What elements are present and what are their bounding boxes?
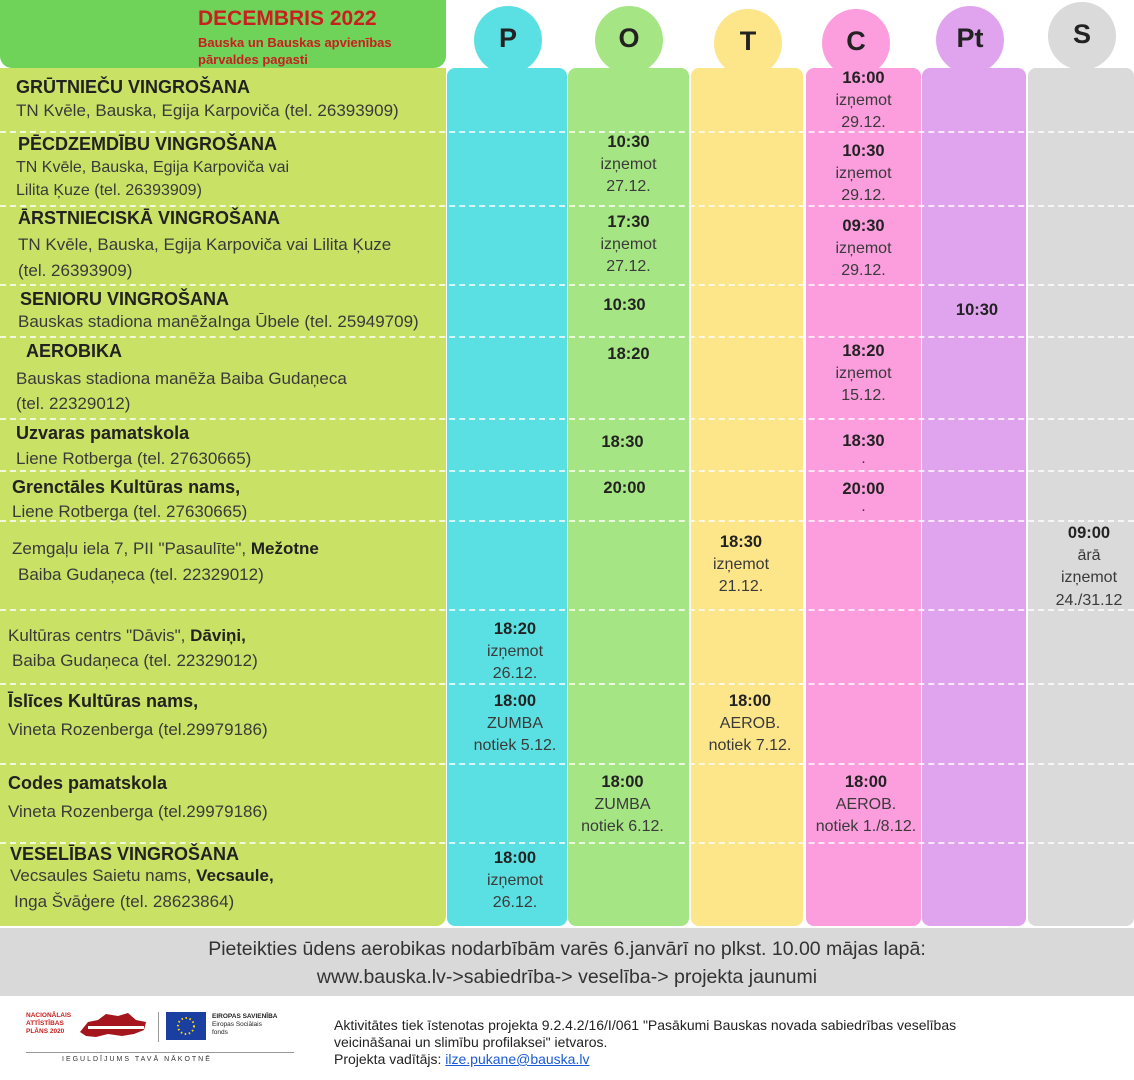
schedule-cell: 18:20 (607, 345, 650, 363)
activity-desc: (tel. 22329012) (16, 394, 131, 413)
activity-desc: TN Kvēle, Bauska, Egija Karpoviča (tel. … (16, 101, 399, 120)
activities-panel (0, 68, 446, 926)
row-separator (0, 683, 1134, 685)
activity-desc: Bauskas stadiona manēžaInga Ūbele (tel. … (18, 312, 419, 331)
activity-desc: Vineta Rozenberga (tel.29979186) (8, 802, 268, 821)
activity-desc: Bauskas stadiona manēža Baiba Gudaņeca (16, 369, 347, 388)
activity-title: VESELĪBAS VINGROŠANA (10, 844, 240, 864)
column-tuesday (568, 68, 689, 926)
activity-desc: TN Kvēle, Bauska, Egija Karpoviča vai (16, 159, 290, 176)
header-box (0, 0, 446, 68)
row-separator (0, 609, 1134, 611)
email-link[interactable]: ilze.pukane@bauska.lv (445, 1051, 590, 1067)
activity-desc: Vineta Rozenberga (tel.29979186) (8, 720, 268, 739)
logo-line (26, 1052, 294, 1053)
page-title: DECEMBRIS 2022 (198, 7, 377, 30)
row-separator (0, 284, 1134, 286)
day-circle-t: T (714, 9, 782, 77)
activity-desc: Zemgaļu iela 7, PII "Pasaulīte", Mežotne (12, 539, 319, 558)
schedule-cell: 18:00 ZUMBA notiek 5.12. (473, 692, 557, 754)
schedule-cell: 20:00. (842, 480, 885, 515)
column-saturday (1028, 68, 1134, 926)
nap-logo-text: NACIONĀLAIS ATTĪSTĪBAS PLĀNS 2020 (26, 1012, 72, 1035)
funding-logos: NACIONĀLAIS ATTĪSTĪBAS PLĀNS 2020 EIROPAS … (26, 1012, 316, 1072)
column-wednesday (691, 68, 803, 926)
schedule-cell: 18:30 (601, 433, 644, 451)
schedule-cell: 17:30 izņemot 27.12. (600, 213, 657, 275)
motto-text: IEGULDĪJUMS TAVĀ NĀKOTNĒ (62, 1056, 212, 1063)
schedule-cell: 18:00 AEROB. notiek 7.12. (708, 692, 792, 754)
activity-title: Īslīces Kultūras nams, (8, 691, 199, 711)
activity-desc: Vecsaules Saietu nams, Vecsaule, (10, 866, 274, 885)
column-thursday (806, 68, 921, 926)
activity-desc: Inga Švāģere (tel. 28623864) (14, 892, 235, 911)
activity-desc: Baiba Gudaņeca (tel. 22329012) (12, 651, 258, 670)
schedule-cell: 18:20 izņemot 26.12. (486, 620, 544, 682)
logo-divider (158, 1012, 159, 1042)
row-separator (0, 842, 1134, 844)
schedule-cell: 10:30 (603, 296, 646, 314)
activity-title: Uzvaras pamatskola (16, 423, 190, 443)
banner-line-2: www.bauska.lv->sabiedrība-> veselība-> p… (316, 966, 818, 988)
footer-line-2: veicināšanai un slimību profilaksei" iet… (334, 1034, 608, 1050)
schedule-cell: 10:30 (955, 301, 999, 319)
schedule-cell: 18:00 AEROB. notiek 1./8.12. (815, 773, 917, 835)
activity-title: SENIORU VINGROŠANA (20, 289, 230, 309)
row-separator (0, 205, 1134, 207)
schedule-cell: 10:30 izņemot 27.12. (600, 133, 657, 195)
eu-logo-text: EIROPAS SAVIENĪBA Eiropas Sociālais fond… (212, 1013, 278, 1036)
day-circle-pt: Pt (936, 6, 1004, 74)
schedule-cell: 18:20 izņemot 15.12. (835, 342, 892, 404)
schedule-cell: 09:00 ārā izņemot 24./31.12 (1055, 524, 1123, 609)
row-separator (0, 470, 1134, 472)
footer-line-1: Aktivitātes tiek īstenotas projekta 9.2.… (334, 1017, 957, 1033)
schedule-cell: 16:00 izņemot 29.12. (835, 69, 892, 131)
eu-flag-logo (166, 1012, 206, 1040)
day-circle-c: C (822, 9, 890, 77)
day-circle-o: O (595, 6, 663, 74)
info-banner (0, 928, 1134, 996)
activity-title: AEROBIKA (26, 341, 123, 361)
schedule-cell: 18:30. (842, 432, 885, 467)
row-separator (0, 418, 1134, 420)
activity-title: Grenctāles Kultūras nams, (12, 477, 241, 497)
page-subtitle: Bauska un Bauskas apvienības pārvaldes p… (198, 35, 392, 67)
schedule-cell: 10:30 izņemot 29.12. (835, 142, 892, 204)
activity-title: Codes pamatskola (8, 773, 168, 793)
footer-line-3: Projekta vadītājs: ilze.pukane@bauska.lv (334, 1051, 590, 1067)
footer-text: Aktivitātes tiek īstenotas projekta 9.2.… (334, 1017, 1124, 1068)
day-circle-p: P (474, 6, 542, 74)
column-monday (447, 68, 567, 926)
activity-desc: TN Kvēle, Bauska, Egija Karpoviča vai Li… (18, 235, 392, 254)
schedule-cell: 18:30 izņemot 21.12. (712, 533, 770, 595)
column-friday (922, 68, 1026, 926)
schedule-cell: 18:00 izņemot 26.12. (486, 849, 544, 911)
schedule-cell: 18:00 ZUMBA notiek 6.12. (581, 773, 664, 835)
banner-line-1: Pieteikties ūdens aerobikas nodarbībām v… (208, 938, 926, 960)
row-separator (0, 131, 1134, 133)
activity-desc: (tel. 26393909) (18, 261, 133, 280)
activity-title: ĀRSTNIECISKĀ VINGROŠANA (18, 208, 281, 228)
activity-title: GRŪTNIEČU VINGROŠANA (16, 77, 251, 97)
row-separator (0, 763, 1134, 765)
activity-desc: Liene Rotberga (tel. 27630665) (16, 449, 252, 468)
activity-desc: Liene Rotberga (tel. 27630665) (12, 502, 248, 521)
activity-desc: Baiba Gudaņeca (tel. 22329012) (18, 565, 264, 584)
row-separator (0, 520, 1134, 522)
activity-desc: Kultūras centrs "Dāvis", Dāviņi, (8, 626, 246, 645)
activity-title: PĒCDZEMDĪBU VINGROŠANA (18, 134, 278, 154)
day-circle-s: S (1048, 2, 1116, 70)
row-separator (0, 336, 1134, 338)
schedule-cell: 09:30 izņemot 29.12. (835, 217, 892, 279)
activity-desc: Lilita Ķuze (tel. 26393909) (16, 182, 202, 199)
schedule-cell: 20:00 (603, 479, 646, 497)
latvia-map-logo (80, 1013, 146, 1037)
